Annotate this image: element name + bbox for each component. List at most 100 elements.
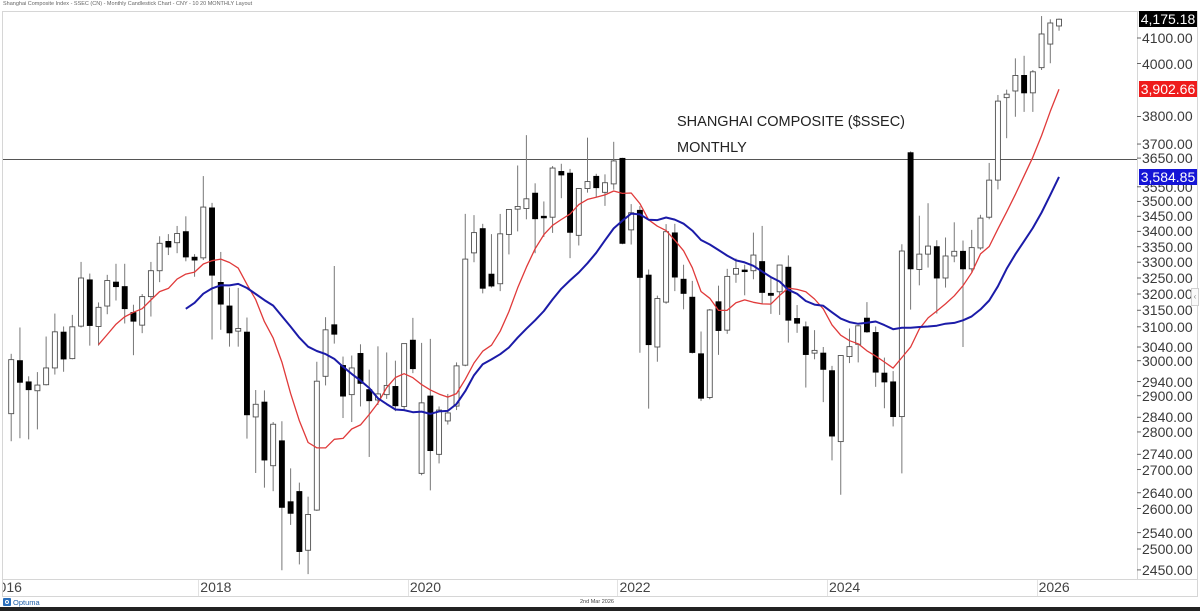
sma-10-value-label: 3,902.66 — [1139, 80, 1197, 97]
candle-body — [505, 208, 512, 235]
sma-20-line[interactable] — [185, 176, 1060, 415]
candle-up — [471, 215, 477, 263]
candle-body — [567, 172, 573, 233]
candle-body — [78, 277, 85, 327]
candle-up — [505, 208, 512, 255]
candle-body — [104, 280, 111, 307]
candle-up — [147, 261, 154, 317]
candle-body — [933, 246, 940, 279]
candle-up — [610, 141, 617, 190]
candle-body — [1012, 75, 1019, 92]
candle-down — [331, 265, 338, 344]
candle-body — [706, 309, 713, 398]
collapse-panel-tab[interactable]: ‹ — [1191, 288, 1199, 306]
sma-20-value-label: 3,584.85 — [1139, 168, 1197, 185]
candle-down — [25, 376, 32, 440]
y-tick-label: 2840.00 — [1142, 409, 1193, 426]
sma-10-line[interactable] — [98, 88, 1060, 449]
candle-up — [663, 224, 670, 304]
candle-up — [1047, 19, 1054, 64]
candle-down — [933, 240, 940, 314]
candle-body — [785, 266, 792, 321]
candle-up — [34, 372, 41, 430]
candle-down — [113, 263, 119, 301]
candle-down — [881, 357, 888, 409]
candle-down — [217, 251, 224, 330]
candle-down — [540, 201, 547, 237]
candle-up — [549, 166, 556, 233]
candle-down — [890, 371, 897, 427]
candle-down — [619, 157, 626, 245]
candle-body — [348, 367, 355, 396]
candle-body — [1021, 75, 1028, 94]
x-tick-label: 2026 — [1038, 579, 1070, 595]
y-tick-label: 3150.00 — [1142, 302, 1193, 319]
candle-down — [209, 202, 215, 340]
candle-body — [794, 318, 801, 324]
candle-up — [750, 232, 757, 280]
candle-body — [602, 182, 608, 193]
candle-down — [829, 365, 835, 461]
candle-body — [811, 349, 818, 354]
y-tick-label: 2450.00 — [1142, 561, 1193, 578]
candle-down — [296, 482, 303, 565]
candle-body — [200, 206, 207, 259]
candle-body — [767, 292, 774, 296]
y-tick-label: 4100.00 — [1142, 30, 1193, 46]
plot-area[interactable] — [0, 16, 1141, 575]
candle-body — [593, 175, 600, 189]
candle-up — [95, 302, 102, 346]
candle-down — [182, 216, 189, 262]
candle-body — [331, 324, 338, 335]
candle-up — [348, 355, 355, 423]
candle-body — [471, 232, 477, 254]
candle-body — [357, 353, 364, 384]
candle-down — [558, 163, 565, 199]
candle-down — [366, 369, 373, 457]
x-tick-separator — [1036, 580, 1038, 596]
candle-up — [724, 268, 731, 334]
candle-body — [25, 381, 32, 391]
candle-body — [715, 301, 722, 331]
candle-down — [759, 225, 766, 304]
candle-down — [794, 305, 801, 333]
last-price-label: 4,175.18 — [1139, 11, 1197, 28]
candle-down — [409, 317, 416, 374]
candle-body — [462, 258, 469, 366]
candle-up — [942, 237, 949, 288]
candle-body — [427, 395, 434, 452]
candle-body — [654, 298, 661, 348]
chart-annotation[interactable]: SHANGHAI COMPOSITE ($SSEC) MONTHLY — [677, 109, 905, 161]
y-tick-label: 4000.00 — [1142, 55, 1193, 72]
candle-down — [715, 285, 722, 355]
candle-body — [235, 328, 242, 332]
candle-up — [1056, 18, 1062, 31]
candle-down — [767, 276, 774, 314]
candle-body — [636, 209, 643, 278]
annotation-line-1: SHANGHAI COMPOSITE ($SSEC) — [677, 114, 906, 130]
candle-down — [191, 254, 198, 277]
candle-up — [322, 317, 329, 386]
candle-body — [244, 331, 250, 416]
candle-body — [680, 278, 687, 294]
candle-up — [453, 362, 460, 411]
candle-body — [846, 346, 853, 358]
chart-title: Shanghai Composite Index - SSEC (CN) - M… — [3, 1, 253, 7]
candle-up — [1029, 69, 1036, 112]
candle-up — [628, 204, 635, 245]
candle-body — [610, 160, 617, 185]
y-tick-label: 2900.00 — [1142, 387, 1193, 404]
candle-body — [252, 403, 259, 418]
y-tick-label: 3040.00 — [1142, 339, 1193, 355]
candle-body — [1038, 33, 1045, 69]
candle-up — [925, 203, 932, 268]
candle-down — [785, 255, 792, 343]
candle-body — [278, 440, 285, 508]
candle-body — [898, 250, 905, 418]
candle-down — [278, 421, 285, 571]
time-axis[interactable]: 2016 2018 2020 2022 2024 2026 — [3, 579, 1137, 596]
candle-body — [986, 179, 993, 218]
candle-body — [8, 359, 15, 415]
candle-down — [689, 280, 696, 354]
